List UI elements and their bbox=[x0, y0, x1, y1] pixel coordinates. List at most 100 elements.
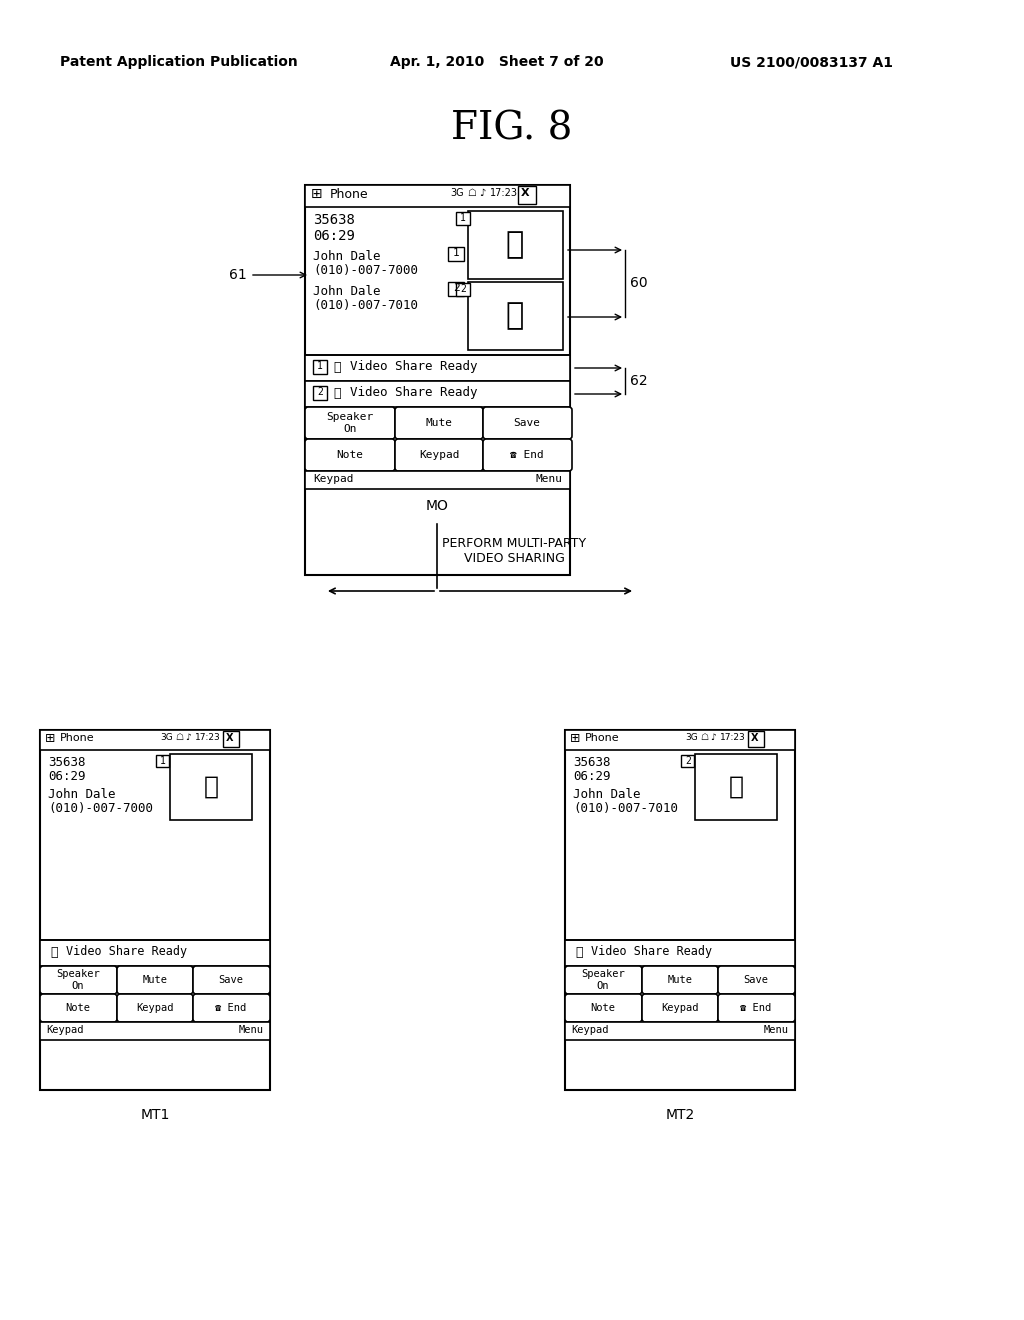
Bar bbox=[456, 282, 470, 296]
Bar bbox=[305, 355, 570, 381]
FancyBboxPatch shape bbox=[117, 966, 193, 994]
Bar bbox=[305, 185, 570, 576]
Text: 2: 2 bbox=[453, 282, 460, 293]
Text: PERFORM MULTI-PARTY
VIDEO SHARING: PERFORM MULTI-PARTY VIDEO SHARING bbox=[442, 537, 586, 565]
Text: 📷: 📷 bbox=[575, 946, 583, 960]
Text: 👤: 👤 bbox=[506, 231, 524, 260]
Text: MT2: MT2 bbox=[666, 1107, 694, 1122]
Text: Mute: Mute bbox=[668, 975, 692, 985]
Text: Keypad: Keypad bbox=[662, 1003, 698, 1012]
Bar bbox=[681, 755, 694, 767]
Bar bbox=[456, 213, 470, 224]
Text: John Dale: John Dale bbox=[313, 249, 381, 263]
Text: Phone: Phone bbox=[585, 733, 620, 743]
FancyBboxPatch shape bbox=[642, 994, 718, 1022]
Text: ☖: ☖ bbox=[700, 733, 709, 742]
Text: ☎ End: ☎ End bbox=[740, 1003, 772, 1012]
Bar bbox=[449, 247, 464, 261]
Text: 2: 2 bbox=[685, 756, 691, 766]
FancyBboxPatch shape bbox=[395, 407, 483, 440]
Text: Video Share Ready: Video Share Ready bbox=[591, 945, 712, 958]
Text: Speaker
On: Speaker On bbox=[56, 969, 100, 991]
Bar bbox=[305, 471, 570, 488]
Bar bbox=[156, 755, 169, 767]
FancyBboxPatch shape bbox=[565, 994, 642, 1022]
Bar bbox=[40, 730, 270, 1090]
Text: Save: Save bbox=[743, 975, 768, 985]
Text: John Dale: John Dale bbox=[48, 788, 116, 801]
Text: 1: 1 bbox=[460, 213, 466, 223]
Text: 📷: 📷 bbox=[50, 946, 57, 960]
Text: Apr. 1, 2010   Sheet 7 of 20: Apr. 1, 2010 Sheet 7 of 20 bbox=[390, 55, 603, 69]
Text: 17:23: 17:23 bbox=[195, 733, 221, 742]
Text: ☎ End: ☎ End bbox=[510, 450, 544, 459]
Text: ☎ End: ☎ End bbox=[215, 1003, 247, 1012]
Text: 👤: 👤 bbox=[204, 775, 218, 799]
Text: Mute: Mute bbox=[426, 418, 453, 428]
Text: Menu: Menu bbox=[535, 474, 562, 484]
Text: 📷: 📷 bbox=[333, 360, 341, 374]
Text: John Dale: John Dale bbox=[573, 788, 640, 801]
Text: 1: 1 bbox=[453, 248, 460, 257]
FancyBboxPatch shape bbox=[193, 966, 270, 994]
Text: X: X bbox=[226, 733, 233, 743]
Text: Keypad: Keypad bbox=[46, 1026, 84, 1035]
Text: Menu: Menu bbox=[764, 1026, 790, 1035]
Text: ⊞: ⊞ bbox=[311, 187, 323, 201]
Text: John Dale: John Dale bbox=[313, 285, 381, 298]
Text: 06:29: 06:29 bbox=[313, 228, 355, 243]
Text: 06:29: 06:29 bbox=[573, 770, 610, 783]
FancyBboxPatch shape bbox=[718, 966, 795, 994]
Text: 3G: 3G bbox=[450, 187, 464, 198]
Bar bbox=[565, 730, 795, 750]
Text: ⊞: ⊞ bbox=[45, 733, 55, 744]
Text: Video Share Ready: Video Share Ready bbox=[350, 360, 477, 374]
Bar bbox=[565, 940, 795, 966]
FancyBboxPatch shape bbox=[40, 966, 117, 994]
Bar bbox=[313, 360, 327, 374]
Text: Note: Note bbox=[337, 450, 364, 459]
FancyBboxPatch shape bbox=[117, 994, 193, 1022]
Bar bbox=[170, 754, 252, 820]
Text: X: X bbox=[751, 733, 759, 743]
Text: X: X bbox=[521, 187, 529, 198]
Text: Note: Note bbox=[66, 1003, 90, 1012]
Text: 3G: 3G bbox=[685, 733, 697, 742]
Text: FIG. 8: FIG. 8 bbox=[452, 110, 572, 147]
Text: ☖: ☖ bbox=[175, 733, 183, 742]
Text: Keypad: Keypad bbox=[571, 1026, 608, 1035]
FancyBboxPatch shape bbox=[718, 994, 795, 1022]
Bar bbox=[40, 940, 270, 966]
Text: 17:23: 17:23 bbox=[490, 187, 518, 198]
Text: (010)-007-7000: (010)-007-7000 bbox=[48, 803, 153, 814]
Text: Note: Note bbox=[591, 1003, 615, 1012]
Text: Save: Save bbox=[218, 975, 244, 985]
Text: 35638: 35638 bbox=[573, 756, 610, 770]
Text: ⊞: ⊞ bbox=[570, 733, 581, 744]
Text: (010)-007-7010: (010)-007-7010 bbox=[573, 803, 678, 814]
FancyBboxPatch shape bbox=[483, 440, 572, 471]
Text: MO: MO bbox=[426, 499, 449, 513]
Text: Patent Application Publication: Patent Application Publication bbox=[60, 55, 298, 69]
Text: 1: 1 bbox=[317, 360, 323, 371]
Bar bbox=[565, 730, 795, 1090]
Bar bbox=[565, 1022, 795, 1040]
Text: 1: 1 bbox=[160, 756, 166, 766]
FancyBboxPatch shape bbox=[305, 407, 395, 440]
Text: 06:29: 06:29 bbox=[48, 770, 85, 783]
Text: 👤: 👤 bbox=[506, 301, 524, 330]
FancyBboxPatch shape bbox=[565, 966, 642, 994]
Text: Speaker
On: Speaker On bbox=[582, 969, 625, 991]
Bar bbox=[468, 211, 563, 279]
FancyBboxPatch shape bbox=[193, 994, 270, 1022]
Text: 📷: 📷 bbox=[333, 387, 341, 400]
FancyBboxPatch shape bbox=[483, 407, 572, 440]
FancyBboxPatch shape bbox=[642, 966, 718, 994]
Text: 60: 60 bbox=[630, 276, 647, 290]
Text: 3G: 3G bbox=[160, 733, 173, 742]
Text: 👤: 👤 bbox=[728, 775, 743, 799]
Bar bbox=[305, 381, 570, 407]
Text: 35638: 35638 bbox=[313, 213, 355, 227]
Text: Phone: Phone bbox=[330, 187, 369, 201]
Text: US 2100/0083137 A1: US 2100/0083137 A1 bbox=[730, 55, 893, 69]
